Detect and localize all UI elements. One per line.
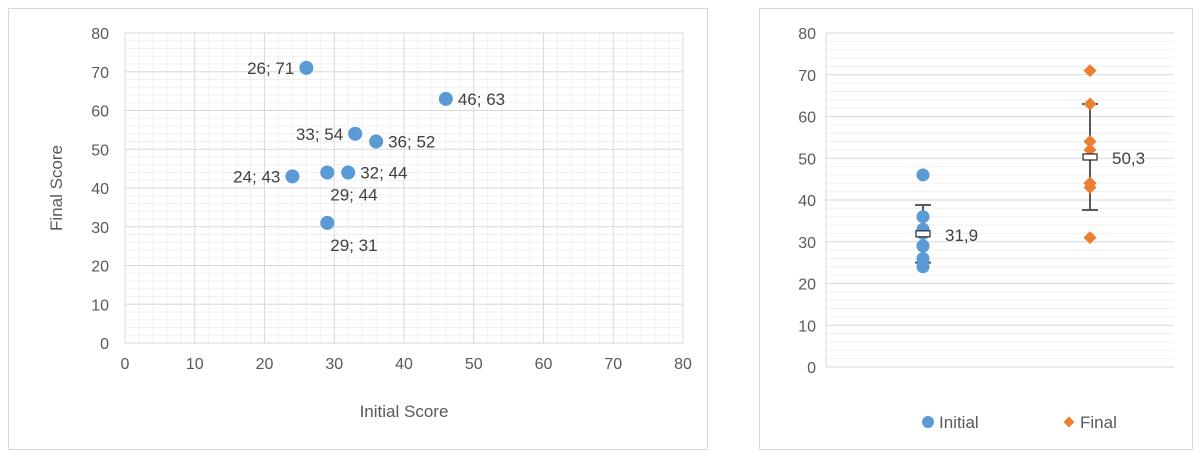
- x-tick-label: 0: [121, 356, 130, 373]
- mean-label: 31,9: [945, 226, 978, 245]
- data-point: [916, 239, 930, 253]
- data-label: 46; 63: [458, 90, 505, 109]
- data-point: [1083, 135, 1097, 149]
- y-tick-label: 10: [798, 318, 816, 335]
- data-label: 29; 44: [330, 186, 377, 205]
- dot-plot-chart: 0 10 20 30 40 50 60 70 80 31,9 50,3 Initial Final: [798, 26, 1174, 432]
- data-point: [320, 215, 335, 230]
- data-label: 29; 31: [330, 236, 377, 255]
- mean-marker: [1082, 153, 1098, 161]
- x-tick-label: 20: [256, 356, 274, 373]
- data-point: [299, 60, 314, 75]
- data-label: 24; 43: [233, 167, 280, 186]
- x-axis-title: Initial Score: [360, 402, 449, 421]
- data-point: [916, 260, 930, 274]
- data-point: [341, 165, 356, 180]
- y-tick-label: 0: [100, 336, 109, 353]
- legend-label-initial: Initial: [939, 413, 979, 432]
- y-tick-label: 20: [91, 259, 109, 276]
- y-tick-label: 70: [798, 68, 816, 85]
- data-point: [438, 91, 453, 106]
- data-label: 32; 44: [360, 164, 407, 183]
- y-tick-label: 70: [91, 65, 109, 82]
- data-point: [916, 210, 930, 224]
- data-point: [285, 169, 300, 184]
- x-tick-label: 40: [395, 356, 413, 373]
- y-tick-label: 40: [91, 181, 109, 198]
- y-tick-label: 30: [798, 235, 816, 252]
- legend-marker-final: [1063, 416, 1075, 428]
- data-point: [348, 126, 363, 141]
- legend-marker-initial: [922, 416, 934, 428]
- data-point: [369, 134, 384, 149]
- x-tick-label: 10: [186, 356, 204, 373]
- y-tick-label: 30: [91, 220, 109, 237]
- y-axis-title: Final Score: [47, 145, 66, 231]
- data-point: [1083, 176, 1097, 190]
- mean-marker: [915, 230, 931, 238]
- data-point: [1083, 97, 1097, 111]
- x-tick-label: 60: [535, 356, 553, 373]
- mean-label: 50,3: [1112, 149, 1145, 168]
- data-label: 36; 52: [388, 133, 435, 152]
- data-point: [1083, 231, 1097, 245]
- data-point: [1083, 64, 1097, 78]
- y-tick-label: 50: [798, 151, 816, 168]
- data-point: [916, 168, 930, 182]
- scatter-chart: 0 10 20 30 40 50 60 70 80 0 10 20 30 40 50 60 70 80 Initia…: [47, 26, 692, 421]
- y-tick-label: 80: [91, 26, 109, 43]
- scatter-chart-panel: 0 10 20 30 40 50 60 70 80 0 10 20 30 40 50 60 70 80 Initia…: [8, 8, 708, 450]
- legend-label-final: Final: [1080, 413, 1117, 432]
- x-tick-label: 70: [604, 356, 622, 373]
- y-tick-label: 50: [91, 142, 109, 159]
- x-tick-label: 50: [465, 356, 483, 373]
- data-label: 26; 71: [247, 59, 294, 78]
- y-tick-label: 80: [798, 26, 816, 43]
- x-tick-label: 80: [674, 356, 692, 373]
- data-label: 33; 54: [296, 125, 343, 144]
- data-point: [320, 165, 335, 180]
- y-tick-label: 20: [798, 277, 816, 294]
- y-tick-label: 0: [807, 360, 816, 377]
- y-tick-label: 60: [798, 110, 816, 127]
- y-tick-label: 40: [798, 193, 816, 210]
- y-tick-label: 10: [91, 297, 109, 314]
- x-tick-label: 30: [325, 356, 343, 373]
- dot-plot-panel: 0 10 20 30 40 50 60 70 80 31,9 50,3 Initial Final: [759, 8, 1193, 450]
- data-point: [1083, 143, 1097, 157]
- y-tick-label: 60: [91, 104, 109, 121]
